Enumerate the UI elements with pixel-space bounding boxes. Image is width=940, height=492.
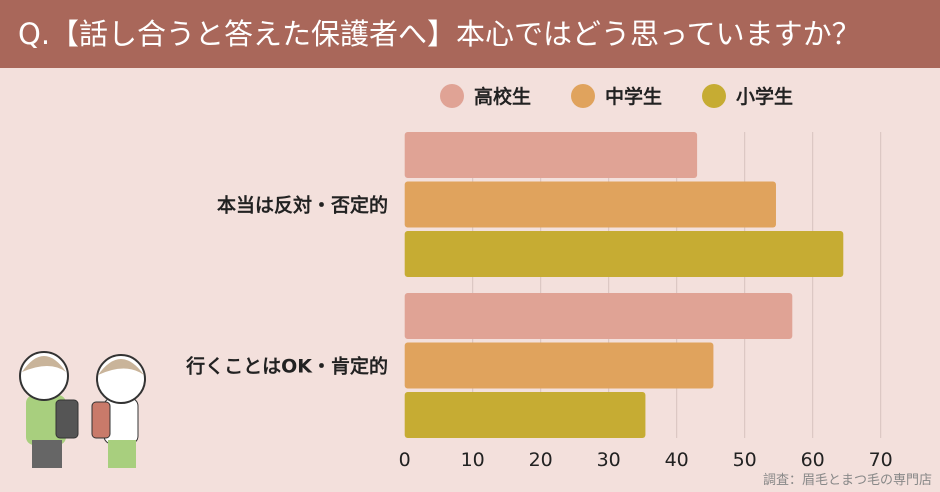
- x-tick-label: 10: [461, 449, 485, 471]
- bar-0-0: [404, 132, 698, 178]
- x-tick-label: 30: [597, 449, 621, 471]
- bar-0-1: [404, 181, 776, 228]
- bar-1-0: [404, 293, 793, 339]
- chart-title: Q.【話し合うと答えた保護者へ】本心ではどう思っていますか？: [0, 0, 940, 68]
- children-illustration: [19, 351, 146, 468]
- legend-item: 小学生: [702, 82, 793, 109]
- legend-item: 中学生: [571, 82, 662, 109]
- bar-1-2: [404, 392, 646, 438]
- x-tick-label: 70: [869, 449, 893, 471]
- category-label: 行くことはOK・肯定的: [185, 355, 388, 378]
- x-tick-label: 0: [399, 449, 411, 471]
- legend-swatch: [702, 83, 727, 108]
- legend-swatch: [440, 83, 464, 108]
- legend-swatch: [571, 83, 596, 108]
- x-tick-label: 50: [733, 449, 757, 471]
- legend-label: 小学生: [736, 86, 794, 108]
- x-tick-label: 40: [665, 449, 689, 471]
- legend-label: 中学生: [605, 86, 663, 108]
- x-tick-label: 20: [529, 449, 553, 471]
- legend-item: 高校生: [440, 82, 531, 109]
- bar-1-1: [404, 342, 714, 389]
- bar-0-2: [404, 231, 844, 277]
- legend-label: 高校生: [474, 86, 532, 108]
- category-label: 本当は反対・否定的: [217, 194, 388, 217]
- legend: 高校生 中学生 小学生: [440, 82, 793, 109]
- x-tick-label: 60: [801, 449, 825, 471]
- credit-text: 調査：眉毛とまつ毛の専門店: [762, 473, 932, 488]
